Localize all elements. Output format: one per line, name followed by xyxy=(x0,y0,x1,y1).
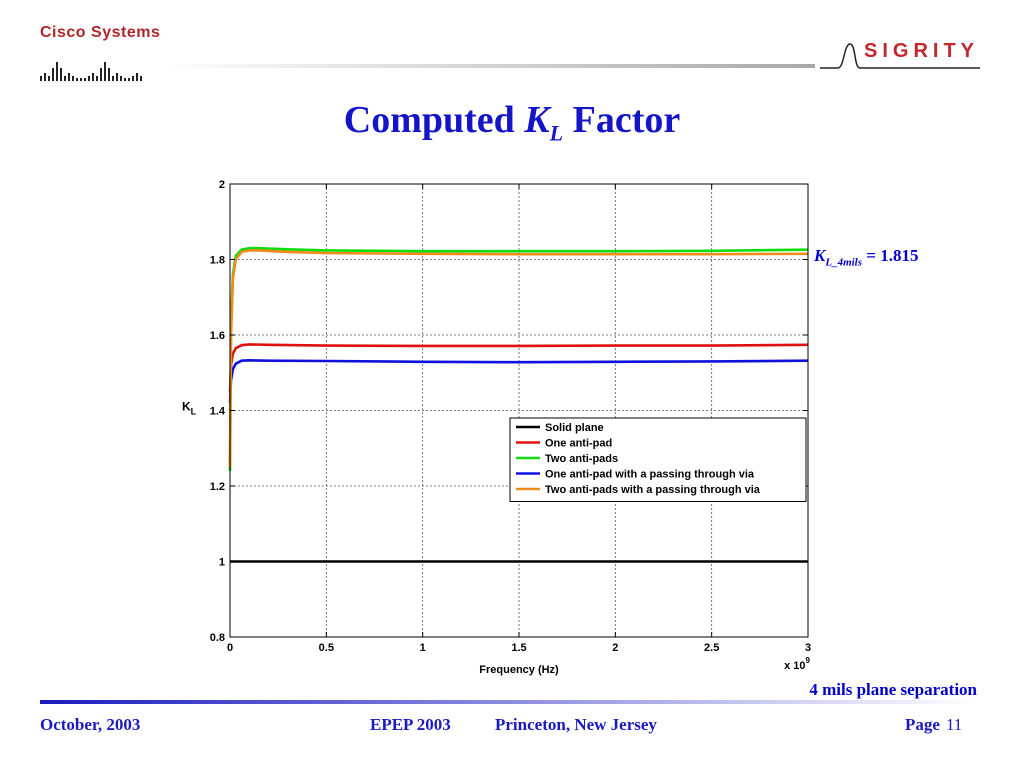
footer-page: Page 11 xyxy=(905,715,962,735)
axis-ticks: 0 0.5 1 1.5 2 2.5 3 0.8 1 1.2 1.4 1.6 1.8 2 xyxy=(210,179,811,654)
cisco-logo: Cisco Systems xyxy=(40,24,161,82)
title-subscript: L xyxy=(549,120,564,146)
footer-date: October, 2003 xyxy=(40,715,141,734)
footer-divider xyxy=(40,700,980,704)
series-line-one-anti-pad xyxy=(228,343,809,392)
annotation-value: = 1.815 xyxy=(866,246,919,265)
series-line-two-anti-pads-with-a-passing-through-via xyxy=(228,249,809,468)
x-axis-label: Frequency (Hz) xyxy=(479,664,559,676)
y-tick-label: 0.8 xyxy=(210,632,225,644)
x-multiplier-base: x 10 xyxy=(784,660,805,672)
plane-separation-caption: 4 mils plane separation xyxy=(809,680,977,699)
y-tick-label: 2 xyxy=(219,179,225,191)
header-divider xyxy=(160,64,815,68)
x-tick-label: 1 xyxy=(420,642,426,654)
kl-annotation: KL_4mils = 1.815 xyxy=(814,246,918,268)
legend-label: One anti-pad with a passing through via xyxy=(545,469,755,481)
y-label-symbol: K xyxy=(182,400,191,414)
slide-title: Computed KL Factor xyxy=(0,98,1024,147)
cisco-logo-text: Cisco Systems xyxy=(40,24,161,41)
x-axis-multiplier: x 109 xyxy=(784,656,810,672)
sigrity-logo-text: SIGRITY xyxy=(864,40,980,62)
footer-conference: EPEP 2003 xyxy=(370,715,451,734)
kl-factor-chart: 0 0.5 1 1.5 2 2.5 3 0.8 1 1.2 1.4 1.6 1.8 2 Frequency… xyxy=(182,179,811,676)
legend-label: Two anti-pads xyxy=(545,453,618,465)
legend-label: Solid plane xyxy=(545,422,604,434)
title-prefix: Computed xyxy=(343,99,515,141)
legend-items: Solid plane One anti-pad Two anti-pads One … xyxy=(516,422,761,496)
legend-box xyxy=(509,417,807,502)
x-tick-label: 2 xyxy=(612,642,618,654)
y-label-subscript: L xyxy=(191,407,197,417)
series-lines xyxy=(228,246,809,563)
page-number: 11 xyxy=(945,715,963,734)
page-label: Page xyxy=(905,715,940,734)
series-line-one-anti-pad-with-a-passing-through-via xyxy=(228,359,809,404)
y-tick-label: 1.6 xyxy=(210,330,225,342)
legend: Solid plane One anti-pad Two anti-pads One … xyxy=(509,417,807,502)
legend-label: Two anti-pads with a passing through via xyxy=(545,484,761,496)
legend-label: One anti-pad xyxy=(545,438,612,450)
y-tick-label: 1.2 xyxy=(210,481,225,493)
x-tick-label: 1.5 xyxy=(511,642,526,654)
x-tick-label: 2.5 xyxy=(704,642,719,654)
x-tick-label: 3 xyxy=(805,642,811,654)
annotation-subscript: L_4mils xyxy=(825,256,863,269)
title-suffix: Factor xyxy=(572,99,681,141)
y-axis-label: KL xyxy=(182,400,197,417)
x-tick-label: 0 xyxy=(227,642,233,654)
cisco-bridge-icon xyxy=(40,62,142,81)
waveform-icon xyxy=(820,43,980,69)
annotation-symbol: K xyxy=(814,246,826,265)
y-tick-label: 1.8 xyxy=(210,255,225,267)
y-tick-label: 1 xyxy=(219,557,225,569)
title-symbol: K xyxy=(524,99,550,141)
x-multiplier-exp: 9 xyxy=(806,656,811,665)
x-tick-label: 0.5 xyxy=(319,642,334,654)
y-tick-label: 1.4 xyxy=(210,406,226,418)
footer-location: Princeton, New Jersey xyxy=(495,715,657,734)
sigrity-logo: SIGRITY xyxy=(820,38,980,78)
